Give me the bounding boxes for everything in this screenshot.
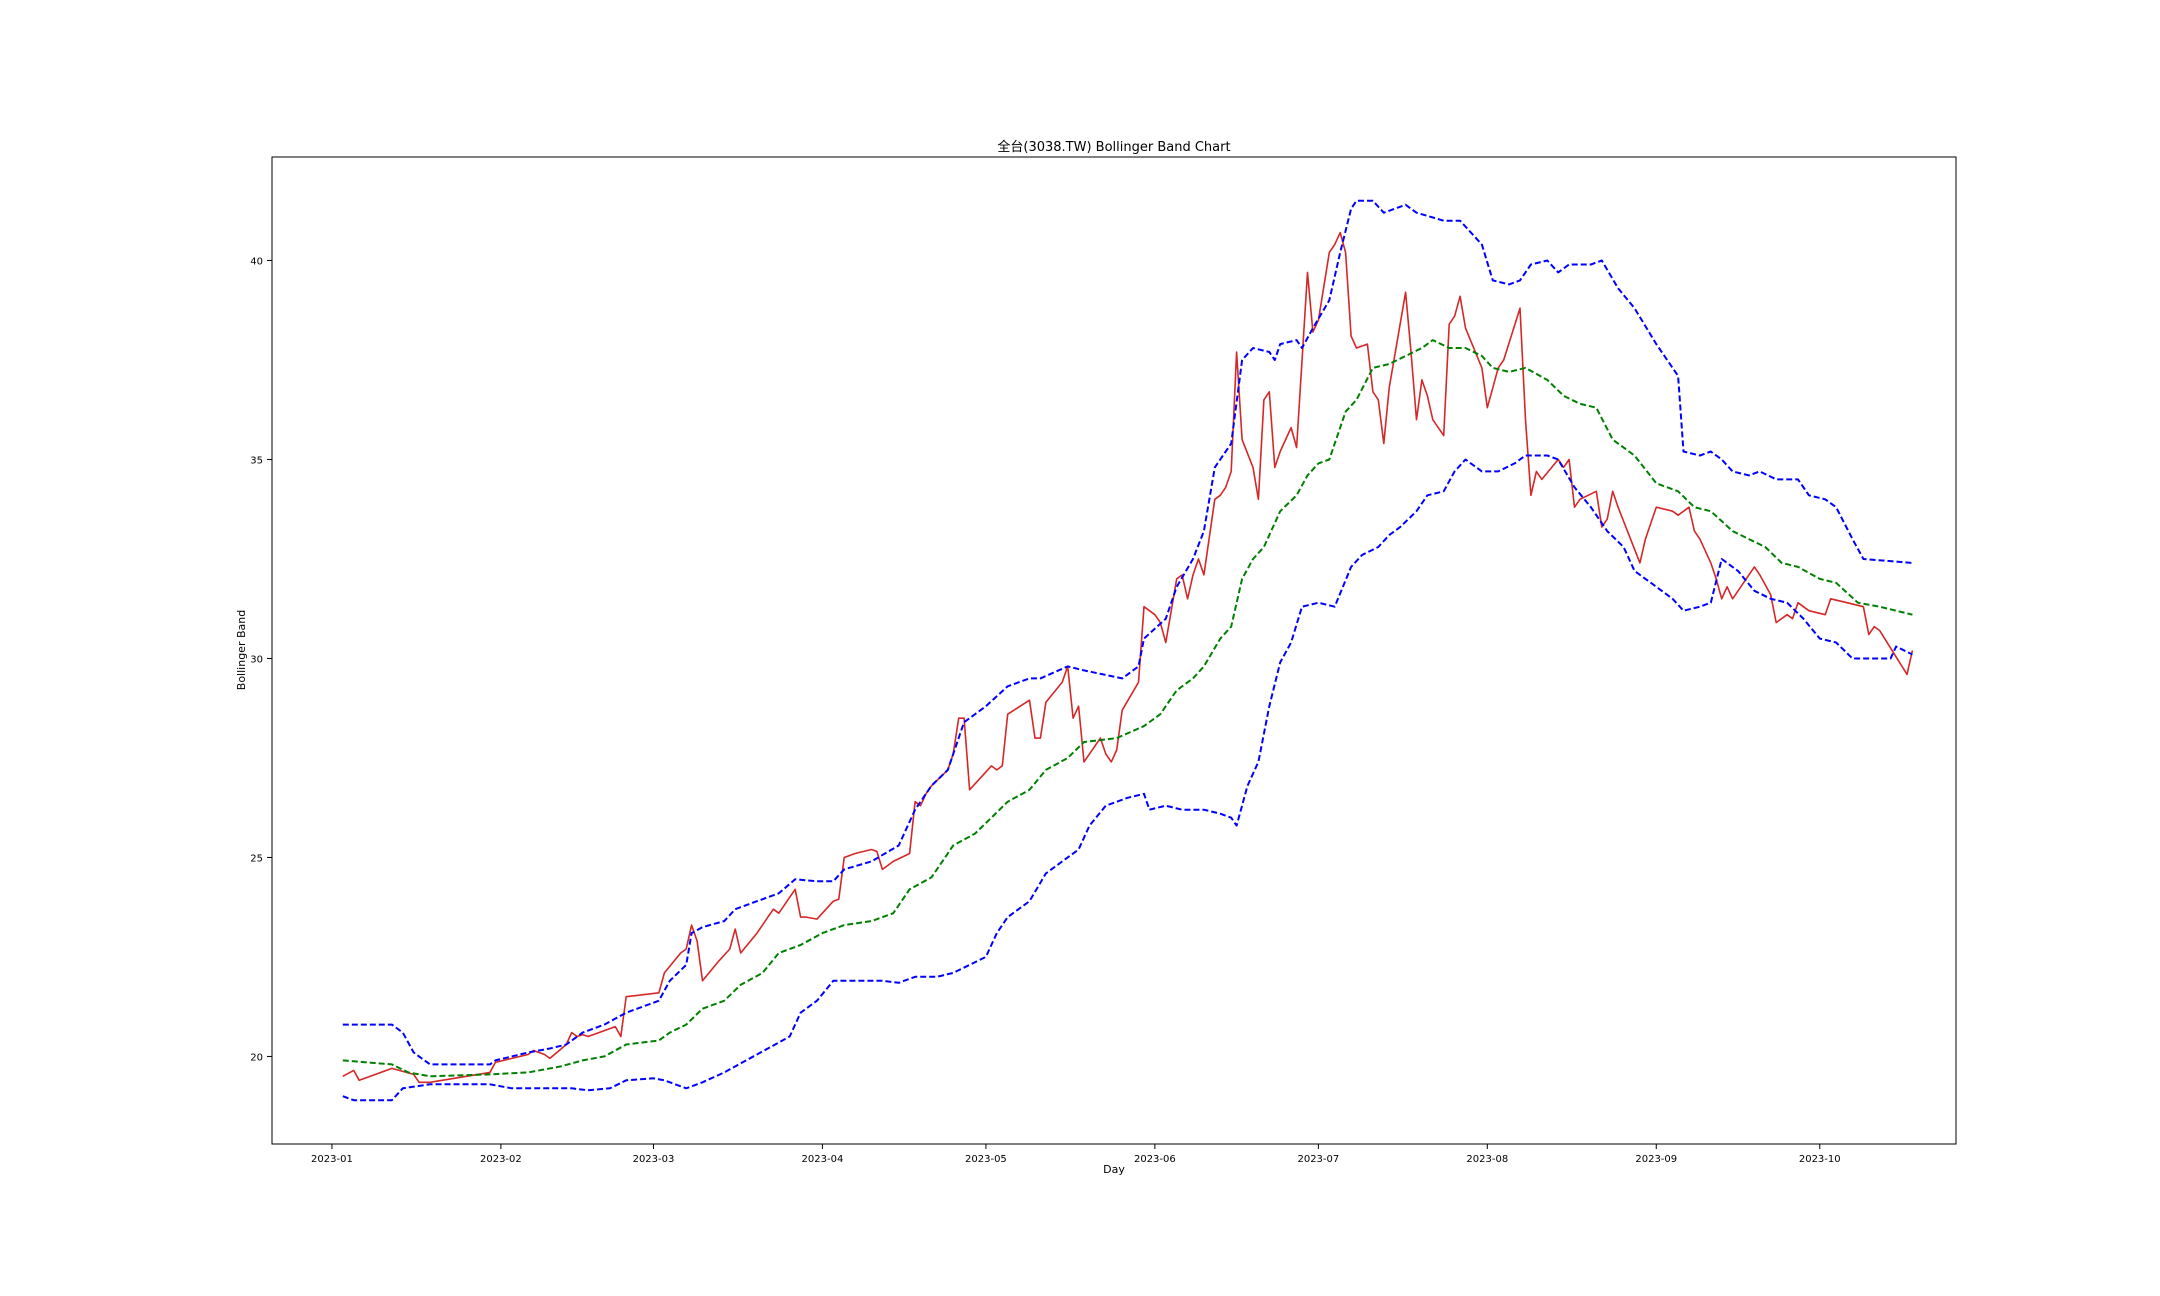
upper-band-line bbox=[342, 199, 1913, 1066]
x-tick-label: 2023-10 bbox=[1799, 1154, 1841, 1165]
y-axis-label: Bollinger Band bbox=[235, 610, 248, 690]
y-tick-label: 25 bbox=[250, 853, 263, 864]
chart-title: 全台(3038.TW) Bollinger Band Chart bbox=[997, 139, 1230, 155]
y-axis: 20 25 30 35 40 bbox=[250, 256, 272, 1063]
lower-band-line bbox=[342, 454, 1913, 1102]
plot-area-frame bbox=[271, 156, 1957, 1145]
x-axis-label: Day bbox=[1103, 1163, 1125, 1176]
y-tick-label: 30 bbox=[250, 654, 263, 665]
x-tick-label: 2023-03 bbox=[633, 1154, 675, 1165]
middle-band-line bbox=[342, 339, 1913, 1078]
x-tick-label: 2023-06 bbox=[1134, 1154, 1176, 1165]
x-tick-label: 2023-08 bbox=[1466, 1154, 1508, 1165]
x-tick-label: 2023-04 bbox=[802, 1154, 844, 1165]
series-layer bbox=[342, 199, 1914, 1102]
y-tick-label: 40 bbox=[250, 256, 263, 267]
x-tick-label: 2023-05 bbox=[965, 1154, 1007, 1165]
x-tick-label: 2023-02 bbox=[480, 1154, 522, 1165]
x-tick-label: 2023-09 bbox=[1635, 1154, 1677, 1165]
price-line bbox=[342, 231, 1914, 1084]
y-tick-label: 20 bbox=[250, 1052, 263, 1063]
x-tick-label: 2023-07 bbox=[1297, 1154, 1339, 1165]
x-tick-label: 2023-01 bbox=[311, 1154, 353, 1165]
y-tick-label: 35 bbox=[250, 455, 263, 466]
x-axis: 2023-01 2023-02 2023-03 2023-04 2023-05 2023-… bbox=[311, 1144, 1841, 1165]
